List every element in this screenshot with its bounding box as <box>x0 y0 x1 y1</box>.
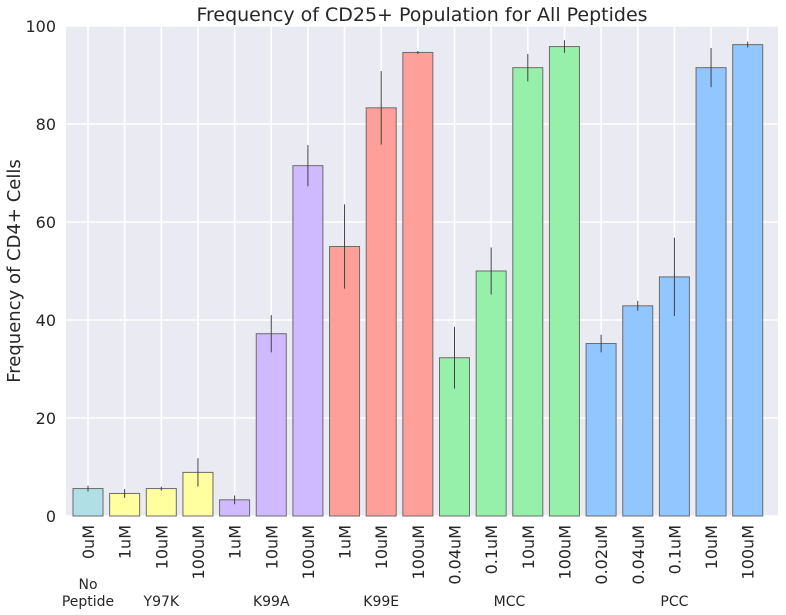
group-label: PCC <box>660 594 688 610</box>
y-tick-label: 40 <box>36 311 56 330</box>
group-label: MCC <box>494 594 526 610</box>
x-tick-label: 10uM <box>372 525 391 569</box>
x-tick-label: 100uM <box>739 525 758 579</box>
x-tick-label: 0.04uM <box>446 525 465 585</box>
bar <box>658 276 690 517</box>
y-axis-label: Frequency of CD4+ Cells <box>4 159 25 383</box>
x-tick-label: 10uM <box>152 525 171 569</box>
y-tick-label: 20 <box>36 409 56 428</box>
y-tick-label: 0 <box>46 507 56 526</box>
y-tick-labels: 0 20 40 60 80 100 <box>25 17 56 526</box>
chart-title: Frequency of CD25+ Population for All Pe… <box>196 4 647 26</box>
y-tick-label: 60 <box>36 213 56 232</box>
error-bars <box>87 40 749 505</box>
group-label: K99A <box>253 594 290 610</box>
x-tick-label: 0uM <box>79 525 98 559</box>
group-label: Y97K <box>143 594 180 610</box>
y-tick-label: 100 <box>25 17 56 36</box>
x-tick-label: 0.1uM <box>665 525 684 574</box>
x-tick-label: 1uM <box>336 525 355 559</box>
x-tick-label: 10uM <box>262 525 281 569</box>
x-tick-label: 0.02uM <box>592 525 611 585</box>
y-tick-label: 80 <box>36 115 56 134</box>
x-tick-label: 100uM <box>299 525 318 579</box>
bar <box>145 488 177 517</box>
x-tick-label: 100uM <box>189 525 208 579</box>
x-tick-label: 10uM <box>702 525 721 569</box>
group-label: Peptide <box>62 594 114 610</box>
bar <box>695 67 727 517</box>
x-tick-label: 1uM <box>226 525 245 559</box>
bar <box>292 165 324 517</box>
x-tick-labels: 0uM 1uM 10uM 100uM 1uM 10uM 100uM 1uM 10uM 100uM 0… <box>79 525 758 585</box>
bar <box>475 270 507 517</box>
bar <box>512 67 544 517</box>
bar <box>329 246 361 517</box>
bar <box>548 46 580 517</box>
bar <box>622 305 654 517</box>
bar <box>255 333 287 517</box>
bar <box>732 44 764 517</box>
x-tick-label: 100uM <box>409 525 428 579</box>
x-tick-label: 1uM <box>116 525 135 559</box>
bar <box>365 107 397 517</box>
bar <box>585 343 617 517</box>
x-tick-label: 0.04uM <box>629 525 648 585</box>
bar <box>72 488 104 517</box>
x-tick-label: 10uM <box>519 525 538 569</box>
x-tick-label: 0.1uM <box>482 525 501 574</box>
bars <box>72 44 764 517</box>
group-label: K99E <box>363 594 399 610</box>
group-label: No <box>78 577 97 593</box>
x-tick-label: 100uM <box>555 525 574 579</box>
bar <box>402 51 434 517</box>
